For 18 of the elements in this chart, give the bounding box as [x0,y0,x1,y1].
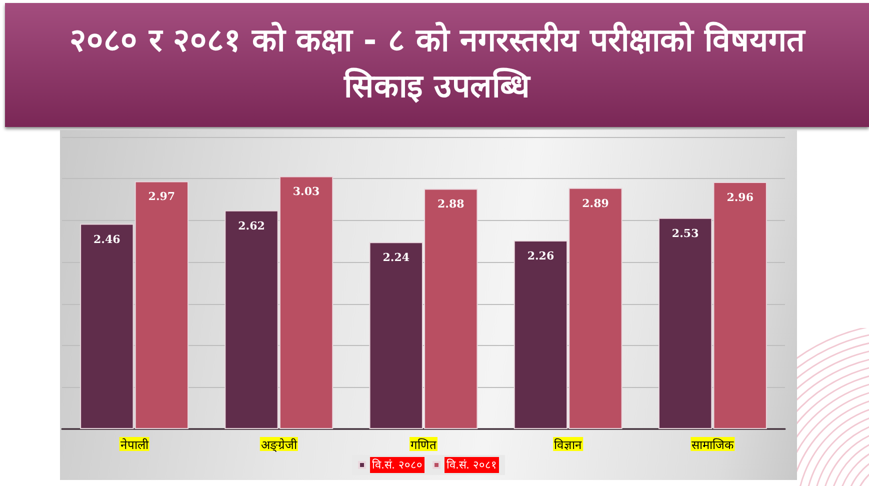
data-label: 2.88 [437,198,465,211]
data-label: 2.97 [148,190,176,204]
data-label: 3.03 [292,185,320,198]
x-tick-label: विज्ञान [554,438,582,452]
legend-label: वि.सं. २०८१ [446,458,497,472]
x-tick-label: नेपाली [120,438,150,452]
data-label: 2.24 [382,251,410,264]
data-label: 2.26 [527,249,554,262]
chart-title: २०८० र २०८१ को कक्षा - ८ को नगरस्तरीय परीक्षाको विषयगत सिकाइ उपलब्धि [68,20,807,107]
x-tick-label: अङ्ग्रेजी [260,438,298,453]
data-label: 2.96 [726,191,754,204]
data-label: 2.62 [238,219,265,232]
data-label: 2.53 [672,226,699,240]
x-tick-label: सामाजिक [692,438,735,452]
x-tick-label: गणित [410,438,438,452]
data-label: 2.46 [94,232,121,246]
data-label: 2.89 [582,196,609,210]
legend-label: वि.सं. २०८० [372,458,423,472]
